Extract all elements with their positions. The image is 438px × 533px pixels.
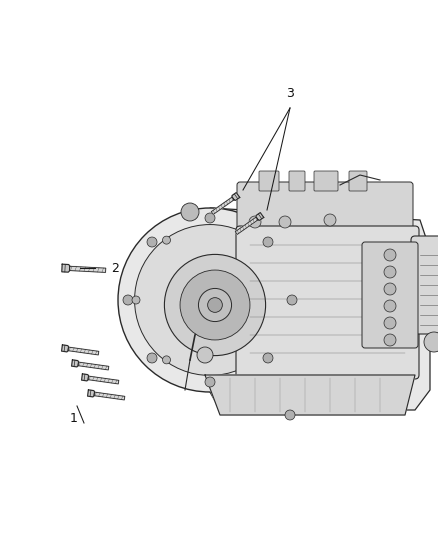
Circle shape [384,300,396,312]
FancyBboxPatch shape [411,236,438,334]
Polygon shape [62,264,70,272]
Text: 1: 1 [70,411,78,424]
Circle shape [162,356,170,364]
Polygon shape [88,376,119,384]
Circle shape [205,377,215,387]
Circle shape [164,254,265,356]
Polygon shape [205,375,415,415]
Circle shape [208,297,223,312]
FancyBboxPatch shape [314,171,338,191]
Circle shape [263,353,273,363]
Circle shape [249,216,261,228]
Circle shape [147,353,157,363]
Circle shape [384,266,396,278]
Polygon shape [71,360,78,367]
Polygon shape [256,213,264,220]
Polygon shape [235,217,258,235]
Circle shape [197,347,213,363]
Circle shape [384,283,396,295]
FancyBboxPatch shape [349,171,367,191]
Text: 2: 2 [111,262,119,274]
FancyBboxPatch shape [236,226,419,379]
Polygon shape [70,266,106,272]
Polygon shape [211,197,234,214]
Circle shape [384,334,396,346]
Circle shape [132,296,140,304]
Polygon shape [78,362,109,370]
Circle shape [180,270,250,340]
Circle shape [324,214,336,226]
Polygon shape [81,374,88,381]
Circle shape [279,216,291,228]
Circle shape [384,317,396,329]
Circle shape [134,224,286,375]
Polygon shape [88,390,95,397]
Circle shape [198,288,232,321]
Polygon shape [62,345,68,352]
Circle shape [123,295,133,305]
Text: 3: 3 [286,87,294,100]
Polygon shape [210,208,430,410]
FancyBboxPatch shape [362,242,418,348]
FancyBboxPatch shape [237,182,413,230]
Circle shape [287,295,297,305]
FancyBboxPatch shape [289,171,305,191]
Circle shape [384,249,396,261]
Circle shape [424,332,438,352]
Circle shape [162,236,170,244]
Circle shape [147,237,157,247]
Circle shape [263,237,273,247]
Circle shape [205,213,215,223]
Polygon shape [68,347,99,355]
Polygon shape [232,192,240,200]
FancyBboxPatch shape [259,171,279,191]
Circle shape [285,410,295,420]
Polygon shape [94,392,125,400]
Circle shape [181,203,199,221]
Circle shape [118,208,302,392]
